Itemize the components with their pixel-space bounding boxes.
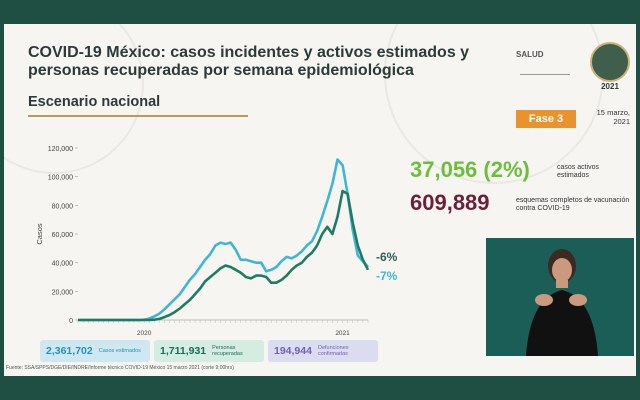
source-footnote: Fuente: SSA/SPPS/DGE/DIE/INDRE/Informe t… [6,365,234,371]
estimated-cases-label: Casos estimados [98,348,141,354]
seal-year: 2021 [601,82,619,91]
active-cases-label: casos activos estimados [557,164,600,179]
recovered-box: 1,711,931 Personas recuperadas [154,340,264,362]
y-tick-label: 0 [69,318,73,325]
page-title: COVID-19 México: casos incidentes y acti… [28,44,470,79]
y-tick-label: 40,000 [52,261,74,268]
government-seal-icon [590,42,630,82]
y-tick-label: 60,000 [52,232,74,239]
salud-logo: SALUD [516,50,544,59]
series-line-0 [78,158,369,322]
salud-logo-line [520,74,570,75]
year-label-2020: 2020 [137,330,152,337]
y-tick-label: 100,000 [48,175,73,182]
deaths-value: 194,944 [274,345,312,357]
series-line-1 [78,189,370,322]
deaths-box: 194,944 Defunciones confirmadas [268,340,378,362]
report-date: 15 marzo, 2021 [596,108,630,126]
estimated-cases-box: 2,361,702 Casos estimados [40,340,150,362]
y-axis-label: Casos [35,223,44,245]
recovered-label: Personas recuperadas [212,345,243,357]
active-cases-value: 37,056 (2%) [410,157,530,182]
y-tick-label: 120,000 [48,146,73,153]
phase-badge: Fase 3 [516,110,576,128]
sign-language-interpreter-video [486,238,634,356]
cases-line-chart: 0 20,000 40,000 60,000 80,000 100,000 120,000 C… [35,146,398,352]
recovered-value: 1,711,931 [160,345,207,357]
vaccination-label: esquemas completos de vacunación contra … [516,197,630,212]
vaccination-value: 609,889 [410,190,490,215]
series-end-label-1: -7% [376,269,398,283]
y-tick-label: 20,000 [52,289,74,296]
year-label-2021: 2021 [335,330,350,337]
series-end-label-0: -6% [376,250,398,264]
subtitle-underline [28,115,248,117]
estimated-cases-value: 2,361,702 [46,345,93,357]
deaths-label: Defunciones confirmadas [317,345,349,357]
presentation-slide: COVID-19 México: casos incidentes y acti… [4,24,636,376]
interpreter-figure [526,249,598,356]
y-tick-label: 80,000 [52,203,74,210]
page-subtitle: Escenario nacional [28,94,161,110]
